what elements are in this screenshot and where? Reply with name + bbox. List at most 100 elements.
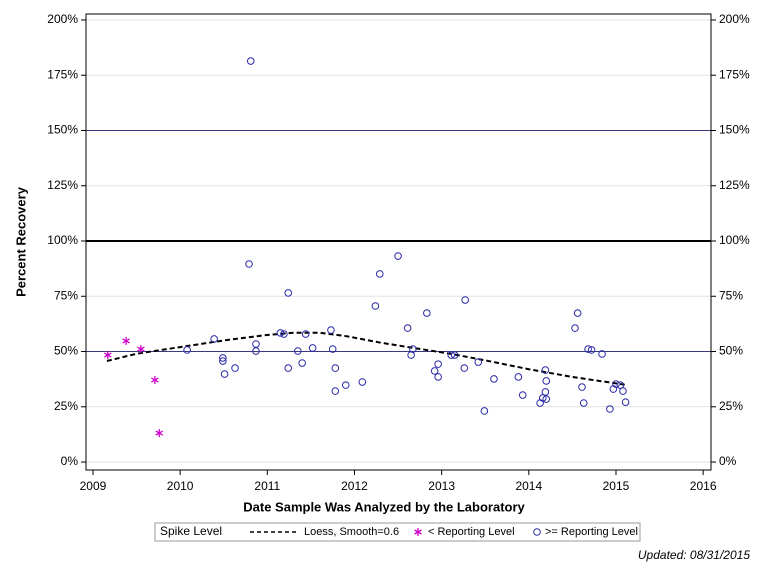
data-point — [434, 360, 442, 368]
y-tick-label: 25% — [54, 399, 78, 413]
y-tick-label: 150% — [47, 123, 78, 137]
data-point — [331, 364, 340, 372]
data-point — [621, 398, 630, 406]
data-point — [447, 351, 456, 359]
data-point — [612, 380, 620, 388]
data-point — [598, 350, 606, 358]
asterisk-stroke — [414, 529, 422, 535]
y2-tick-label: 150% — [719, 123, 750, 137]
x-tick-label: 2010 — [167, 479, 194, 493]
data-point — [328, 345, 337, 353]
y2-tick-label: 125% — [719, 178, 750, 192]
y2-tick-label: 50% — [719, 344, 743, 358]
data-point — [298, 359, 306, 367]
data-point — [423, 309, 431, 317]
data-point — [490, 375, 498, 383]
data-point — [460, 364, 469, 372]
asterisk-stroke — [151, 377, 159, 383]
data-point — [578, 383, 586, 391]
y-tick-label: 0% — [61, 454, 79, 468]
data-point — [294, 347, 302, 355]
data-point — [220, 370, 229, 378]
y2-tick-label: 75% — [719, 288, 743, 302]
legend-label: Loess, Smooth=0.6 — [304, 526, 399, 538]
y2-tick-label: 175% — [719, 67, 750, 81]
x-tick-label: 2012 — [341, 479, 368, 493]
data-point — [375, 270, 384, 278]
data-point — [245, 260, 253, 268]
data-point — [541, 388, 550, 396]
y2-tick-label: 200% — [719, 12, 750, 26]
y-tick-label: 75% — [54, 288, 78, 302]
data-point — [122, 336, 130, 345]
data-point — [252, 347, 260, 355]
x-tick-label: 2009 — [80, 479, 107, 493]
data-point — [280, 330, 288, 338]
footnote: Updated: 08/31/2015 — [638, 548, 750, 562]
data-point — [514, 373, 523, 381]
x-tick-label: 2011 — [254, 479, 280, 493]
data-point — [541, 366, 550, 374]
data-point — [219, 357, 227, 365]
data-point — [219, 354, 227, 362]
x-tick-label: 2016 — [690, 479, 717, 493]
data-point — [301, 330, 310, 338]
data-point — [584, 345, 592, 353]
data-point — [183, 346, 191, 354]
data-point — [327, 326, 335, 334]
data-point — [341, 381, 350, 389]
data-point — [480, 407, 489, 415]
y-tick-label: 125% — [47, 178, 78, 192]
legend-symbol — [414, 528, 422, 536]
legend-label: >= Reporting Level — [545, 526, 638, 538]
y-tick-label: 175% — [47, 67, 78, 81]
asterisk-stroke — [137, 346, 145, 352]
data-point — [284, 289, 293, 297]
y2-tick-label: 100% — [719, 233, 750, 247]
data-point — [210, 335, 218, 343]
data-point — [571, 324, 579, 332]
y-tick-label: 50% — [54, 344, 78, 358]
legend-symbol — [533, 528, 541, 536]
y2-tick-label: 25% — [719, 399, 743, 413]
data-point — [518, 391, 527, 399]
legend-label: < Reporting Level — [428, 526, 515, 538]
data-point — [331, 387, 340, 395]
data-point — [573, 309, 582, 317]
data-point — [579, 399, 588, 407]
data-point — [430, 367, 439, 375]
y-tick-label: 200% — [47, 12, 78, 26]
loess-line — [106, 331, 625, 386]
x-tick-label: 2014 — [515, 479, 542, 493]
x-tick-label: 2013 — [428, 479, 455, 493]
data-point — [542, 377, 551, 385]
y2-tick-label: 0% — [719, 454, 737, 468]
data-point — [542, 395, 551, 403]
asterisk-stroke — [155, 430, 164, 436]
data-point — [151, 376, 159, 385]
data-point — [358, 378, 367, 386]
x-tick-label: 2015 — [603, 479, 630, 493]
plot-frame — [85, 13, 712, 471]
data-point — [403, 324, 412, 332]
data-point — [409, 345, 417, 353]
x-axis-label: Date Sample Was Analyzed by the Laborato… — [243, 499, 525, 514]
asterisk-stroke — [103, 352, 112, 358]
data-point — [606, 405, 614, 413]
y-tick-label: 100% — [47, 233, 78, 247]
data-point — [434, 373, 442, 381]
data-point — [461, 296, 469, 304]
data-point — [308, 344, 317, 352]
data-point — [587, 346, 596, 354]
data-point — [231, 364, 239, 372]
data-point — [371, 302, 380, 310]
data-point — [155, 429, 164, 438]
y-axis-label: Percent Recovery — [13, 186, 28, 297]
data-point — [450, 351, 459, 359]
data-point — [474, 358, 483, 366]
data-point — [137, 345, 145, 354]
data-point — [619, 387, 627, 395]
asterisk-stroke — [122, 338, 130, 344]
data-point — [246, 57, 255, 65]
